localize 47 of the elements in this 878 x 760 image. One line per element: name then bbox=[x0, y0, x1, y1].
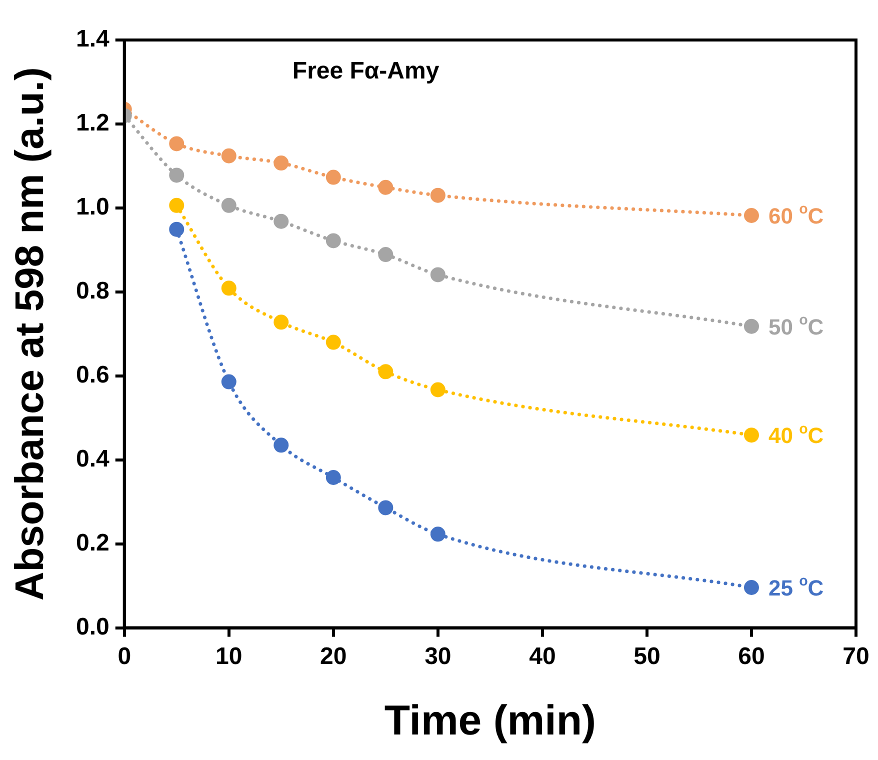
point bbox=[430, 526, 446, 542]
y-tick-label: 1.2 bbox=[76, 110, 110, 137]
y-axis-title: Absorbance at 598 nm (a.u.) bbox=[8, 67, 52, 601]
point bbox=[221, 374, 236, 390]
y-tick-label: 0.6 bbox=[76, 362, 110, 389]
point bbox=[274, 214, 289, 229]
point bbox=[274, 314, 289, 330]
point bbox=[430, 382, 446, 398]
point bbox=[744, 208, 759, 223]
x-tick-label: 10 bbox=[216, 642, 242, 670]
x-tick-label: 0 bbox=[118, 642, 132, 670]
point bbox=[169, 136, 184, 152]
y-tick-label: 0.4 bbox=[76, 445, 110, 472]
point bbox=[378, 364, 394, 380]
point bbox=[378, 180, 394, 195]
x-tick-label: 30 bbox=[424, 642, 452, 670]
point bbox=[430, 188, 446, 203]
y-tick-label: 0.2 bbox=[76, 529, 110, 556]
x-tick-label: 40 bbox=[529, 642, 556, 670]
y-tick-label: 1.4 bbox=[76, 26, 110, 53]
point bbox=[378, 500, 394, 516]
point bbox=[221, 148, 236, 164]
x-tick-label: 50 bbox=[634, 642, 660, 670]
x-tick-label: 70 bbox=[842, 642, 870, 670]
point bbox=[221, 280, 236, 296]
x-tick-label: 20 bbox=[320, 642, 347, 670]
point bbox=[169, 222, 184, 237]
y-tick-label: 0.0 bbox=[76, 613, 110, 640]
x-tick-label: 60 bbox=[738, 642, 765, 670]
point bbox=[326, 334, 341, 350]
point bbox=[326, 470, 341, 485]
y-tick-label: 0.8 bbox=[76, 278, 110, 305]
point bbox=[378, 247, 394, 262]
point bbox=[169, 168, 184, 183]
point bbox=[274, 438, 289, 453]
point bbox=[430, 267, 446, 282]
point bbox=[169, 198, 184, 213]
point bbox=[326, 233, 341, 248]
point bbox=[744, 580, 759, 595]
point bbox=[744, 428, 759, 443]
point bbox=[744, 318, 759, 334]
point bbox=[326, 170, 341, 185]
y-tick-label: 1.0 bbox=[76, 194, 110, 221]
point bbox=[221, 198, 236, 213]
point bbox=[274, 156, 289, 171]
x-axis-title: Time (min) bbox=[384, 696, 596, 744]
text: Free Fα-Amy bbox=[292, 58, 440, 85]
